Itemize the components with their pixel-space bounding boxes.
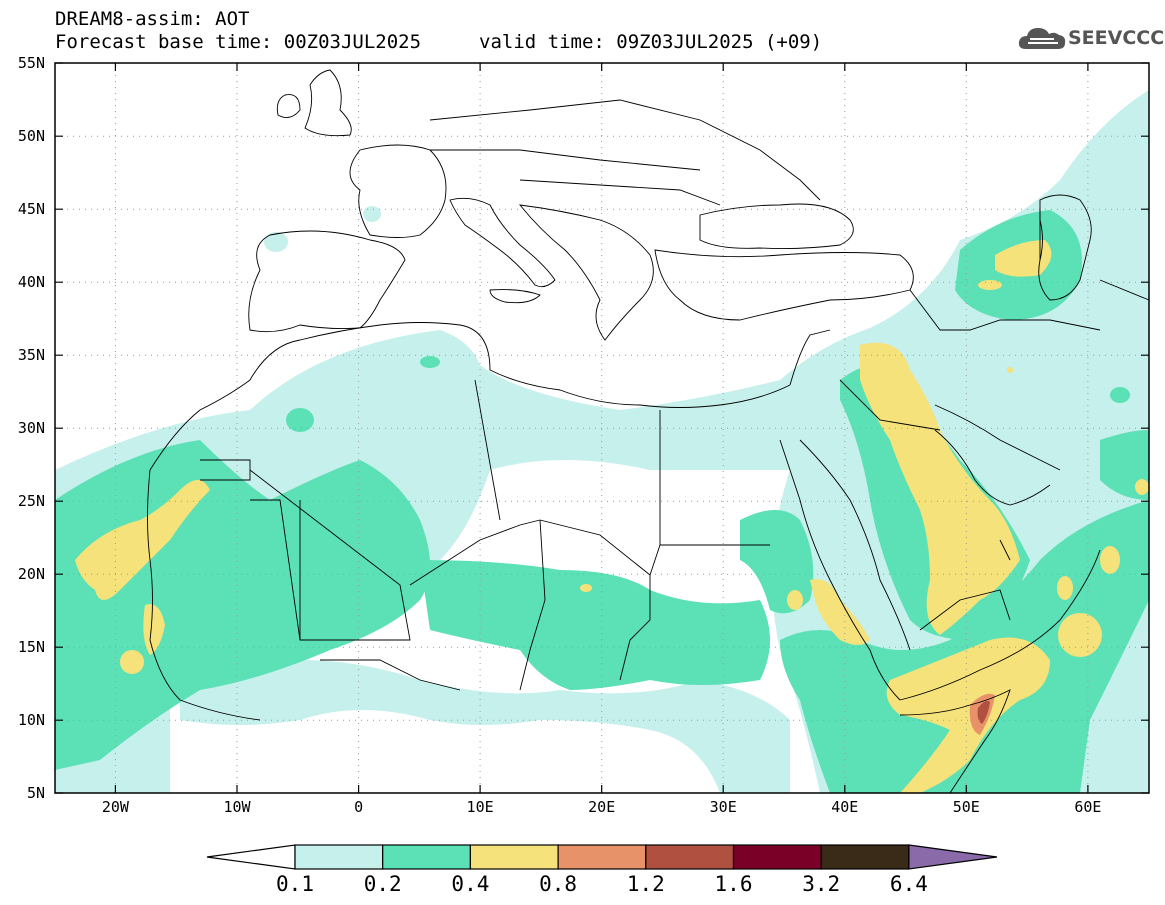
lat-label-55n: 55N bbox=[18, 54, 45, 72]
colorbar-over-arrow bbox=[908, 844, 998, 870]
colorbar-swatch bbox=[645, 844, 735, 870]
lon-labels: 20W 10W 0 10E 20E 30E 40E 50E 60E bbox=[102, 798, 1102, 816]
colorbar-label-0.2: 0.2 bbox=[364, 872, 402, 896]
aot-class-1.2-1.6 bbox=[977, 700, 990, 724]
lat-label-15n: 15N bbox=[18, 638, 45, 656]
lat-label-45n: 45N bbox=[18, 200, 45, 218]
lon-label-20e: 20E bbox=[588, 798, 615, 816]
aot-contours bbox=[55, 63, 1149, 793]
lon-label-20w: 20W bbox=[102, 798, 130, 816]
lat-label-10n: 10N bbox=[18, 711, 45, 729]
lat-label-30n: 30N bbox=[18, 419, 45, 437]
cloud-icon bbox=[1018, 28, 1066, 49]
colorbar-swatch bbox=[294, 844, 384, 870]
lon-label-10e: 10E bbox=[467, 798, 494, 816]
logo-text: SEEVCCC bbox=[1068, 27, 1165, 49]
model-title: DREAM8-assim: AOT bbox=[55, 8, 250, 30]
lon-label-40e: 40E bbox=[831, 798, 858, 816]
lat-label-40n: 40N bbox=[18, 273, 45, 291]
colorbar-label-6.4: 6.4 bbox=[890, 872, 928, 896]
seevccc-logo: SEEVCCC bbox=[1018, 22, 1164, 56]
forecast-base-time: Forecast base time: 00Z03JUL2025 bbox=[55, 31, 422, 53]
graticule bbox=[55, 63, 1149, 793]
colorbar-swatch bbox=[382, 844, 472, 870]
coastlines-borders bbox=[147, 69, 1149, 793]
colorbar-under-arrow bbox=[206, 844, 296, 870]
colorbar-label-1.2: 1.2 bbox=[627, 872, 665, 896]
colorbar-label-0.4: 0.4 bbox=[451, 872, 489, 896]
lat-label-20n: 20N bbox=[18, 565, 45, 583]
colorbar-swatch bbox=[732, 844, 822, 870]
lat-label-50n: 50N bbox=[18, 127, 45, 145]
lon-label-0: 0 bbox=[354, 798, 363, 816]
lon-label-10w: 10W bbox=[223, 798, 251, 816]
aot-class-0.4-0.8 bbox=[75, 240, 1149, 793]
colorbar-label-3.2: 3.2 bbox=[802, 872, 840, 896]
lat-ticks bbox=[55, 62, 1149, 794]
colorbar-swatch bbox=[557, 844, 647, 870]
colorbar-swatch bbox=[820, 844, 910, 870]
colorbar-label-0.8: 0.8 bbox=[539, 872, 577, 896]
lat-label-5n: 5N bbox=[27, 784, 45, 802]
lon-label-60e: 60E bbox=[1074, 798, 1101, 816]
lon-label-30e: 30E bbox=[710, 798, 737, 816]
lat-labels: 55N 50N 45N 40N 35N 30N 25N 20N 15N 10N … bbox=[18, 54, 45, 802]
colorbar-label-0.1: 0.1 bbox=[276, 872, 314, 896]
lat-label-35n: 35N bbox=[18, 346, 45, 364]
colorbar: 0.1 0.2 0.4 0.8 1.2 1.6 3.2 6.4 bbox=[206, 844, 998, 896]
colorbar-label-1.6: 1.6 bbox=[715, 872, 753, 896]
valid-time: valid time: 09Z03JUL2025 (+09) bbox=[479, 31, 823, 53]
lon-label-50e: 50E bbox=[953, 798, 980, 816]
lat-label-25n: 25N bbox=[18, 492, 45, 510]
colorbar-swatch bbox=[469, 844, 559, 870]
